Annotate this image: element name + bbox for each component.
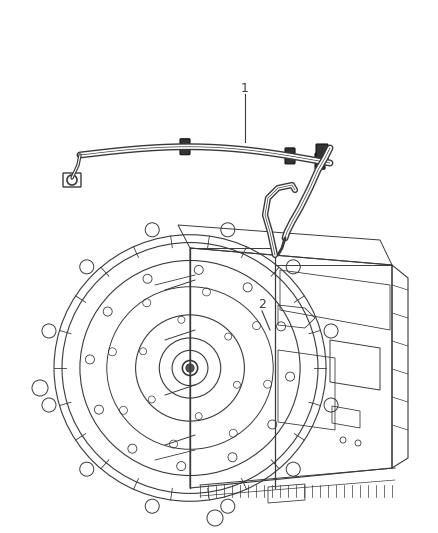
FancyBboxPatch shape <box>315 153 325 169</box>
Circle shape <box>186 364 194 372</box>
FancyBboxPatch shape <box>316 144 328 162</box>
FancyBboxPatch shape <box>180 139 190 155</box>
FancyBboxPatch shape <box>285 148 295 164</box>
Text: 1: 1 <box>241 82 249 94</box>
Text: 2: 2 <box>258 298 266 311</box>
